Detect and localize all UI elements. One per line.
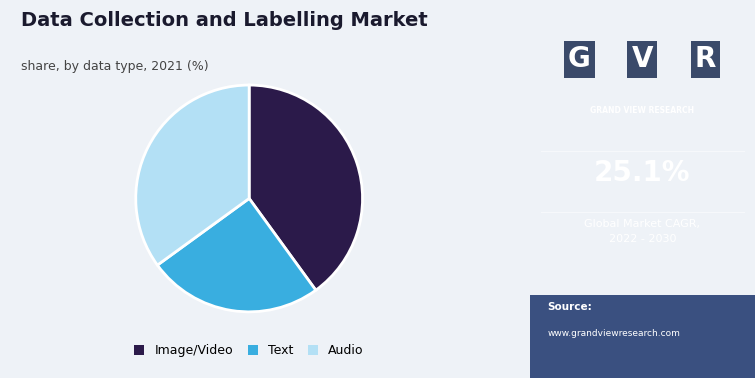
Text: GRAND VIEW RESEARCH: GRAND VIEW RESEARCH	[590, 106, 695, 115]
Text: Global Market CAGR,
2022 - 2030: Global Market CAGR, 2022 - 2030	[584, 219, 701, 244]
Text: share, by data type, 2021 (%): share, by data type, 2021 (%)	[21, 60, 209, 73]
Legend: Image/Video, Text, Audio: Image/Video, Text, Audio	[129, 339, 369, 362]
Wedge shape	[157, 198, 316, 312]
Text: V: V	[632, 45, 653, 73]
Text: Data Collection and Labelling Market: Data Collection and Labelling Market	[21, 11, 428, 30]
Wedge shape	[249, 85, 362, 290]
Wedge shape	[136, 85, 249, 265]
Text: G: G	[568, 45, 590, 73]
Text: 25.1%: 25.1%	[594, 159, 691, 187]
Text: www.grandviewresearch.com: www.grandviewresearch.com	[547, 329, 680, 338]
Text: R: R	[695, 45, 716, 73]
Text: Source:: Source:	[547, 302, 593, 312]
Bar	[529, 295, 755, 378]
